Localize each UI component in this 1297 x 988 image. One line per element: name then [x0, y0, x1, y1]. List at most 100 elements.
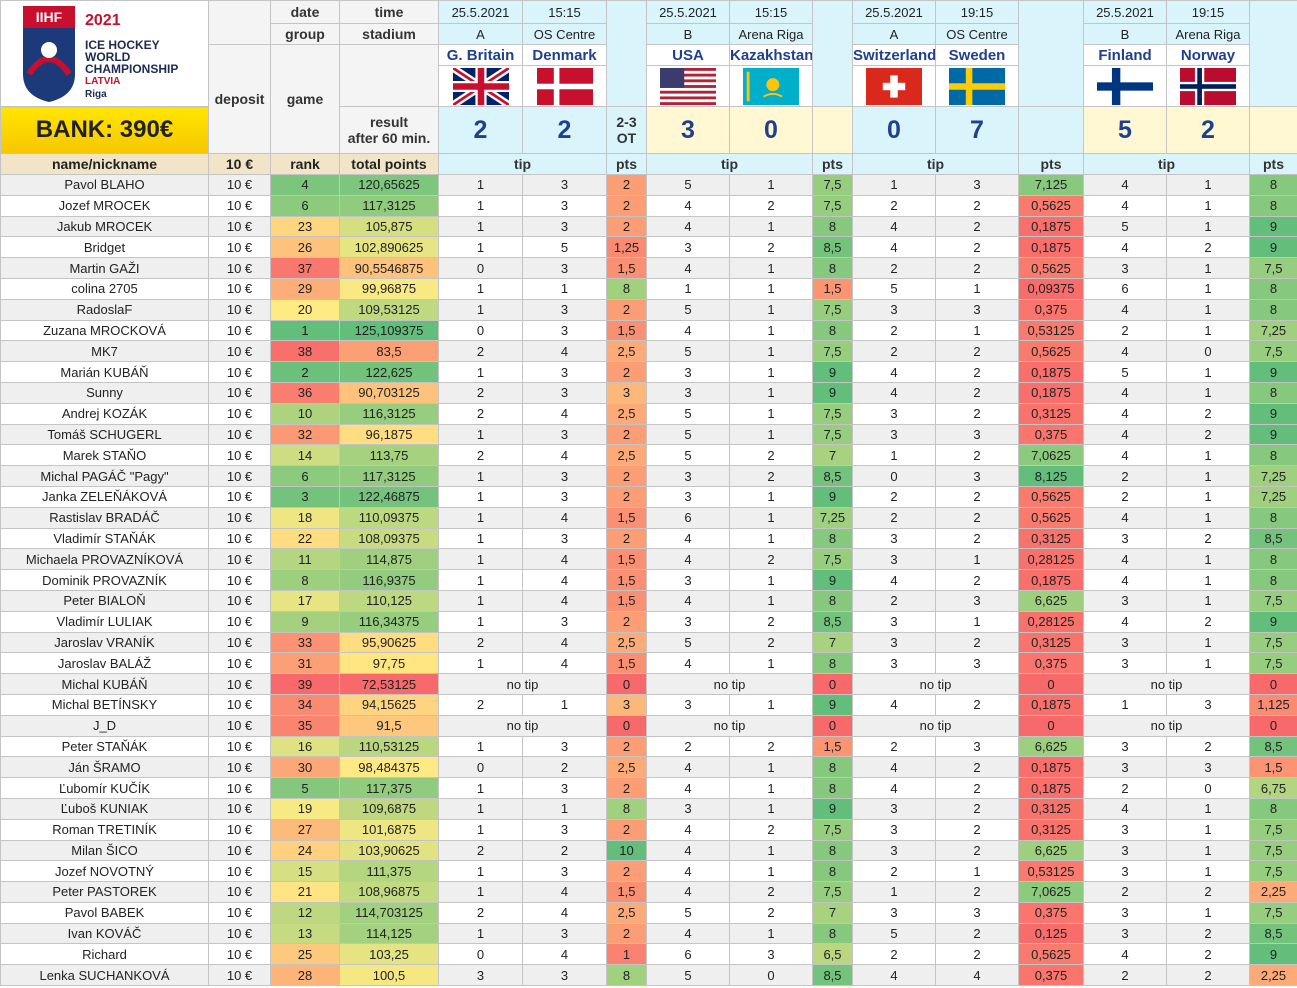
points: 8,5 [812, 465, 853, 487]
rank: 33 [270, 631, 340, 654]
total-points: 83,5 [339, 340, 439, 363]
tip: 4 [522, 444, 607, 467]
tip: 3 [522, 485, 607, 508]
points: 7,5 [1249, 652, 1297, 675]
tip: 2 [935, 631, 1019, 654]
blank-cell [1249, 0, 1297, 107]
label: deposit [208, 44, 271, 154]
tip: 3 [522, 381, 607, 404]
total-points: 99,96875 [339, 277, 439, 300]
rank: 18 [270, 506, 340, 529]
tip: 3 [935, 589, 1019, 612]
tip: 5 [646, 901, 730, 924]
tip: 1 [438, 777, 523, 799]
points: 2,5 [606, 402, 647, 425]
tip: 1 [729, 402, 813, 425]
tip: 4 [522, 569, 607, 591]
row: BANK: 390€ result after 60 min. 2 2 2-3 OT 3 0 0 7… [0, 106, 1297, 154]
row: Ján ŠRAMO 10 €30 98,484375 0 2 2,5 4 1 8 4 2 0,1875… [0, 756, 1297, 779]
row: Marek STAŇO 10 €14 113,75 2 4 2,5 5 2 7 1 2 7,0625 4… [0, 444, 1297, 467]
label: stadium [339, 23, 439, 45]
tip: 1 [438, 881, 523, 903]
row: Jaroslav VRANÍK 10 €33 95,90625 2 4 2,5 5 2 7 3 2 0… [0, 631, 1297, 654]
points: 7,5 [1249, 340, 1297, 363]
points: 7,25 [812, 506, 853, 529]
points: 7,5 [1249, 839, 1297, 862]
tip: 2 [935, 361, 1019, 383]
points: 0,1875 [1018, 381, 1084, 404]
tip: 4 [646, 881, 730, 903]
tip: 3 [852, 527, 936, 550]
total-points: 94,15625 [339, 693, 439, 716]
tip: 0 [729, 964, 813, 987]
tip: 1 [729, 381, 813, 404]
tip: 1 [935, 277, 1019, 300]
flag-cell [1166, 65, 1250, 107]
blank-cell [1018, 0, 1084, 107]
game-stadium: OS Centre [935, 23, 1019, 45]
blank-cell [606, 0, 647, 107]
row: Jakub MROCEK 10 €23 105,875 1 3 2 4 1 8 4 2 0,1875 5… [0, 215, 1297, 238]
tip: 4 [1083, 402, 1167, 425]
player-name: Bridget [0, 236, 209, 259]
tip: 4 [646, 215, 730, 238]
row: Marián KUBÁŇ 10 €2 122,625 1 3 2 3 1 9 4 2 0,1875 5 1… [0, 361, 1297, 383]
tip: 2 [935, 381, 1019, 404]
tip: 1 [1166, 797, 1250, 820]
row: MK7 10 €38 83,5 2 4 2,5 5 1 7,5 2 2 0,5625 4 0 7,5 [0, 340, 1297, 363]
tip: 1 [438, 735, 523, 758]
points: 8 [606, 964, 647, 987]
points: 0,3125 [1018, 631, 1084, 654]
total-points: 109,6875 [339, 797, 439, 820]
rank: 32 [270, 423, 340, 446]
tip: 5 [646, 174, 730, 196]
points: 2,5 [606, 756, 647, 779]
tip: 2 [729, 631, 813, 654]
tip: 1 [438, 589, 523, 612]
tip: 3 [935, 423, 1019, 446]
rank: 30 [270, 756, 340, 779]
label: time [339, 0, 439, 24]
tip: 2 [852, 943, 936, 966]
tip: 2 [1166, 610, 1250, 633]
points: 8 [812, 652, 853, 675]
rank: 15 [270, 860, 340, 883]
row: Ľubomír KUČÍK 10 €5 117,375 1 3 2 4 1 8 4 2 0,1875 2… [0, 777, 1297, 799]
player-name: Vladimír LULIAK [0, 610, 209, 633]
tip: 3 [522, 423, 607, 446]
tip: 4 [522, 548, 607, 571]
tip: 1 [935, 319, 1019, 342]
points: 2 [606, 194, 647, 217]
points: 1,5 [606, 569, 647, 591]
tip: 2 [729, 818, 813, 841]
points: 0,53125 [1018, 860, 1084, 883]
tip: 2 [935, 340, 1019, 363]
game-group: A [852, 23, 936, 45]
tip: 3 [852, 839, 936, 862]
deposit: 10 € [208, 215, 271, 238]
tip: 3 [522, 174, 607, 196]
flag-cell [935, 65, 1019, 107]
points: 8 [812, 922, 853, 945]
tip: 1 [935, 548, 1019, 571]
total-points: 117,375 [339, 777, 439, 799]
tip: 1 [438, 174, 523, 196]
points: 7,25 [1249, 465, 1297, 487]
game-stadium: Arena Riga [729, 23, 813, 45]
score-note [1249, 106, 1297, 154]
tip: 1 [729, 340, 813, 363]
column-header: tip [852, 153, 1019, 175]
points: 1,5 [606, 319, 647, 342]
points: 0,3125 [1018, 797, 1084, 820]
tip: 2 [935, 839, 1019, 862]
column-header: tip [646, 153, 813, 175]
team-name: Sweden [935, 44, 1019, 66]
points: 1,5 [606, 881, 647, 903]
points: 0,1875 [1018, 236, 1084, 259]
tip: 2 [438, 402, 523, 425]
tip: 1 [729, 756, 813, 779]
tip: 1 [438, 610, 523, 633]
deposit: 10 € [208, 381, 271, 404]
tip: 4 [646, 652, 730, 675]
points: 2,5 [606, 631, 647, 654]
